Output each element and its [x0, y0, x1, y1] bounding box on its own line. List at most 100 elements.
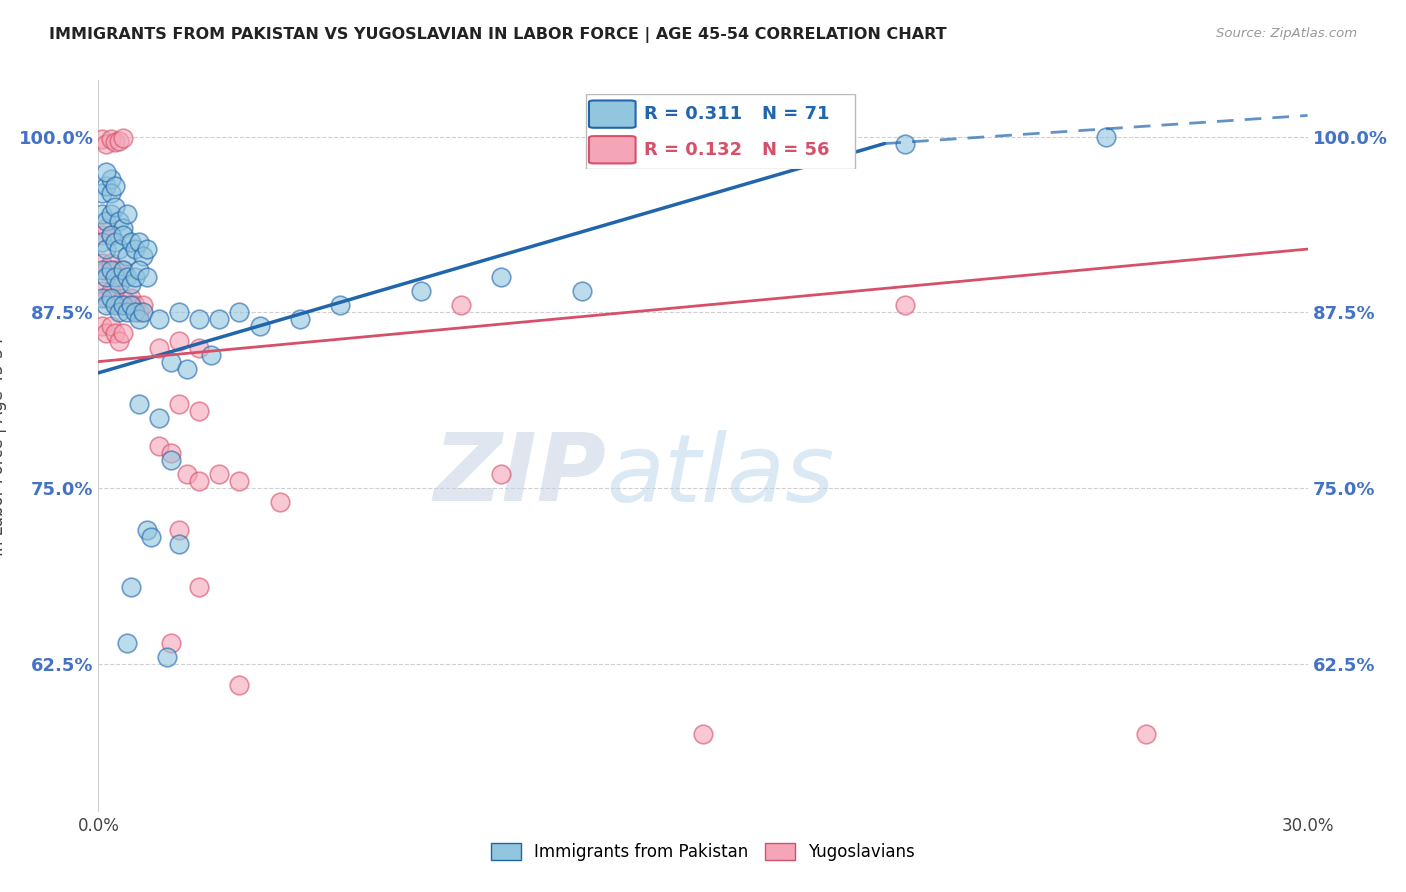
Point [135, 524, 157, 538]
Text: R = 0.311: R = 0.311 [644, 105, 742, 123]
Point [103, 291, 125, 305]
Point [96, 291, 118, 305]
Point [120, 580, 142, 594]
Y-axis label: In Labor Force | Age 45-54: In Labor Force | Age 45-54 [0, 336, 7, 556]
Point [128, 305, 150, 319]
Point [188, 580, 211, 594]
Point [111, 131, 134, 145]
Point [249, 319, 271, 334]
Point [96, 221, 118, 235]
Point [103, 263, 125, 277]
Point [111, 263, 134, 277]
Point [269, 495, 291, 509]
Point [96, 178, 118, 193]
Text: N = 56: N = 56 [762, 141, 830, 159]
Point [450, 298, 472, 312]
Point [167, 305, 190, 319]
Point [188, 474, 211, 488]
Point [111, 298, 134, 312]
Point [96, 136, 118, 151]
Point [176, 467, 198, 482]
Point [160, 453, 183, 467]
Point [135, 242, 157, 256]
Point [288, 312, 311, 326]
Point [111, 291, 134, 305]
Point [91, 285, 114, 299]
Point [148, 439, 170, 453]
Point [91, 256, 114, 270]
Point [409, 285, 432, 299]
Point [491, 467, 513, 482]
Text: atlas: atlas [606, 430, 835, 521]
Point [120, 277, 142, 292]
Point [111, 227, 134, 242]
Text: Source: ZipAtlas.com: Source: ZipAtlas.com [1216, 27, 1357, 40]
Point [96, 242, 118, 256]
FancyBboxPatch shape [589, 136, 636, 163]
Point [160, 636, 183, 650]
Point [107, 242, 129, 256]
Point [132, 249, 155, 263]
Point [107, 277, 129, 292]
Point [115, 636, 138, 650]
Point [132, 298, 155, 312]
Point [100, 207, 122, 221]
Point [100, 227, 122, 242]
Point [96, 270, 118, 285]
Text: IMMIGRANTS FROM PAKISTAN VS YUGOSLAVIAN IN LABOR FORCE | AGE 45-54 CORRELATION C: IMMIGRANTS FROM PAKISTAN VS YUGOSLAVIAN … [49, 27, 946, 43]
Point [120, 291, 142, 305]
Point [96, 214, 118, 228]
Point [91, 227, 114, 242]
Point [115, 249, 138, 263]
Point [96, 298, 118, 312]
Point [103, 178, 125, 193]
Point [128, 263, 150, 277]
Point [124, 270, 146, 285]
Point [120, 298, 142, 312]
Point [228, 474, 250, 488]
Point [91, 291, 114, 305]
Point [148, 410, 170, 425]
Point [188, 404, 211, 418]
Point [100, 263, 122, 277]
Point [103, 326, 125, 341]
Point [1095, 129, 1118, 144]
Point [107, 298, 129, 312]
Point [96, 326, 118, 341]
Point [100, 227, 122, 242]
Point [160, 354, 183, 368]
Point [1135, 727, 1157, 741]
Point [124, 305, 146, 319]
Point [128, 235, 150, 249]
Point [571, 285, 593, 299]
Point [167, 524, 190, 538]
Point [188, 312, 211, 326]
Point [128, 397, 150, 411]
Point [128, 312, 150, 326]
Point [160, 446, 183, 460]
Point [135, 270, 157, 285]
Point [100, 132, 122, 146]
Text: N = 71: N = 71 [762, 105, 830, 123]
FancyBboxPatch shape [589, 101, 636, 128]
Text: ZIP: ZIP [433, 429, 606, 521]
Point [111, 263, 134, 277]
Point [100, 256, 122, 270]
Point [148, 312, 170, 326]
Point [167, 537, 190, 551]
Point [107, 134, 129, 148]
Point [100, 319, 122, 334]
Point [100, 186, 122, 200]
Point [100, 171, 122, 186]
Point [491, 270, 513, 285]
Point [100, 291, 122, 305]
Point [329, 298, 352, 312]
FancyBboxPatch shape [586, 95, 855, 169]
Point [91, 263, 114, 277]
Point [111, 326, 134, 341]
Point [139, 531, 162, 545]
Point [96, 263, 118, 277]
Point [148, 341, 170, 355]
Point [91, 235, 114, 249]
Point [91, 132, 114, 146]
